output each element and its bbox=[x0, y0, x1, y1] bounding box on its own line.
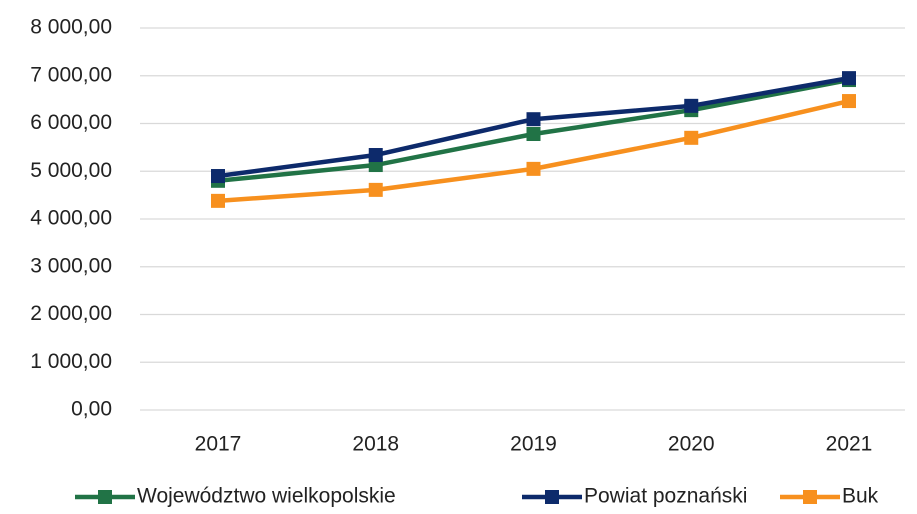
y-tick-label: 5 000,00 bbox=[30, 159, 112, 182]
point-marker bbox=[842, 94, 856, 109]
y-tick-label: 8 000,00 bbox=[30, 16, 112, 39]
y-tick-label: 4 000,00 bbox=[30, 207, 112, 230]
y-tick-label: 0,00 bbox=[71, 398, 112, 421]
x-tick-label: 2020 bbox=[668, 433, 715, 456]
x-tick-label: 2021 bbox=[826, 433, 873, 456]
point-marker bbox=[211, 193, 225, 208]
legend-label: Województwo wielkopolskie bbox=[137, 485, 396, 508]
x-tick-label: 2017 bbox=[195, 433, 242, 456]
legend-label: Powiat poznański bbox=[584, 485, 747, 508]
y-tick-label: 1 000,00 bbox=[30, 350, 112, 373]
point-marker bbox=[684, 130, 699, 145]
legend-label: Buk bbox=[842, 485, 879, 508]
point-marker bbox=[368, 148, 383, 163]
y-tick-label: 7 000,00 bbox=[30, 63, 112, 86]
point-marker bbox=[684, 98, 699, 113]
x-tick-label: 2019 bbox=[510, 433, 557, 456]
x-tick-label: 2018 bbox=[352, 433, 399, 456]
legend-marker bbox=[803, 490, 817, 504]
legend-marker bbox=[545, 490, 559, 504]
legend-marker bbox=[98, 490, 112, 504]
point-marker bbox=[368, 182, 383, 197]
y-tick-label: 3 000,00 bbox=[30, 254, 112, 277]
point-marker bbox=[526, 161, 541, 176]
point-marker bbox=[842, 71, 856, 86]
point-marker bbox=[526, 127, 541, 142]
point-marker bbox=[526, 112, 541, 127]
y-tick-label: 6 000,00 bbox=[30, 111, 112, 134]
y-tick-label: 2 000,00 bbox=[30, 302, 112, 325]
point-marker bbox=[211, 169, 225, 184]
